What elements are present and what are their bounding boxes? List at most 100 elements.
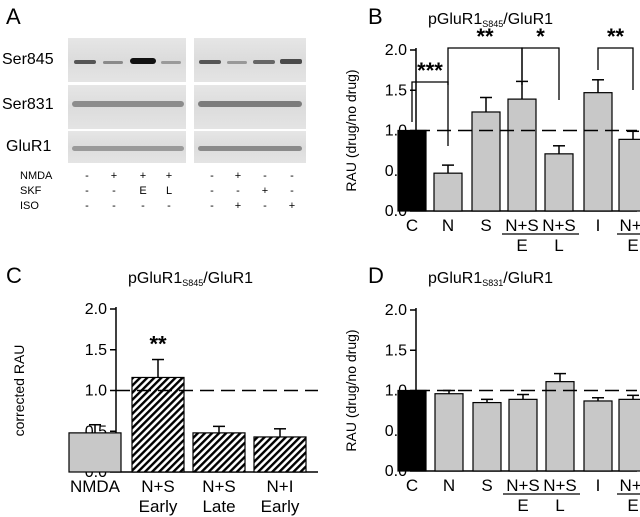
x-category-label: N+I xyxy=(620,476,640,495)
x-category-sublabel: E xyxy=(516,236,527,255)
x-category-sublabel: Late xyxy=(202,497,235,516)
condition-symbol: + xyxy=(235,200,241,212)
bar xyxy=(253,436,307,473)
bar xyxy=(471,111,501,212)
panel-a: A Ser845 Ser831 GluR1 xyxy=(2,4,306,212)
x-category-sublabel: L xyxy=(555,496,564,515)
condition-symbol: - xyxy=(141,200,145,212)
blot-row-label: GluR1 xyxy=(6,138,51,155)
y-tick-label: 2.0 xyxy=(385,302,407,319)
condition-symbol: - xyxy=(210,200,214,212)
y-axis-label: RAU (drug/no drug) xyxy=(343,329,359,451)
x-category-sublabel: E xyxy=(517,496,528,515)
y-tick-label: 1.5 xyxy=(385,342,407,359)
panel-letter: D xyxy=(368,263,384,288)
blot-row-label: Ser845 xyxy=(2,51,54,68)
x-category-label: N+I xyxy=(267,477,294,496)
y-axis-label: RAU (drug/no drug) xyxy=(343,69,359,191)
bar xyxy=(618,398,640,472)
y-tick-label: 2.0 xyxy=(385,42,407,59)
significance-label: ** xyxy=(149,332,167,357)
condition-label: SKF xyxy=(20,185,42,197)
bar xyxy=(583,400,613,472)
bar xyxy=(507,98,537,212)
condition-symbol: + xyxy=(140,170,146,182)
bar xyxy=(583,92,613,212)
x-category-label: C xyxy=(406,476,418,495)
chart-title: pGluR1S831/GluR1 xyxy=(428,270,553,288)
x-category-sublabel: E xyxy=(627,496,638,515)
condition-symbol: - xyxy=(167,200,171,212)
x-category-sublabel: L xyxy=(554,236,563,255)
x-category-label: N+S xyxy=(505,216,539,235)
y-tick-label: 2.0 xyxy=(85,301,107,318)
x-category-label: N+I xyxy=(620,216,640,235)
condition-symbol: + xyxy=(166,170,172,182)
western-blot-image xyxy=(68,38,306,163)
x-category-label: I xyxy=(596,216,601,235)
condition-symbol: - xyxy=(290,170,294,182)
condition-table: NMDA - + + + - + - - SKF - - E L - - + - ISO - - - - - + - + xyxy=(20,170,295,212)
bar xyxy=(192,432,246,473)
blot-row-label: Ser831 xyxy=(2,96,54,113)
bar xyxy=(508,398,538,472)
significance-label: ** xyxy=(607,24,625,49)
x-category-label: C xyxy=(406,216,418,235)
bar xyxy=(68,432,122,473)
x-category-label: I xyxy=(596,476,601,495)
x-category-label: N+S xyxy=(543,476,577,495)
condition-symbol: L xyxy=(166,185,172,197)
bar xyxy=(397,389,427,472)
y-tick-label: 1.5 xyxy=(385,82,407,99)
condition-symbol: E xyxy=(139,185,146,197)
x-category-label: N xyxy=(443,476,455,495)
x-category-label: S xyxy=(480,216,491,235)
condition-symbol: - xyxy=(210,170,214,182)
x-category-label: N+S xyxy=(542,216,576,235)
chart-title: pGluR1S845/GluR1 xyxy=(128,270,253,288)
bar xyxy=(434,393,464,472)
x-category-sublabel: Early xyxy=(139,497,178,516)
x-category-label: N+S xyxy=(506,476,540,495)
panel-letter: C xyxy=(6,263,22,288)
condition-symbol: - xyxy=(85,170,89,182)
significance-label: *** xyxy=(417,58,443,83)
x-category-label: N xyxy=(442,216,454,235)
bar xyxy=(433,172,463,212)
panel-c: CpGluR1S845/GluR10.00.51.01.52.0correcte… xyxy=(6,263,318,516)
condition-symbol: - xyxy=(85,185,89,197)
significance-bracket xyxy=(521,47,560,100)
significance-bracket xyxy=(447,47,523,85)
significance-bracket xyxy=(597,47,634,90)
x-category-label: S xyxy=(481,476,492,495)
y-tick-label: 1.5 xyxy=(85,342,107,359)
x-category-label: N+S xyxy=(202,477,236,496)
condition-symbol: - xyxy=(290,185,294,197)
bar xyxy=(545,381,575,472)
y-axis-label: corrected RAU xyxy=(11,345,27,437)
panel-a-letter: A xyxy=(6,4,21,29)
x-category-label: NMDA xyxy=(70,477,121,496)
y-tick-label: 1.0 xyxy=(85,383,107,400)
condition-symbol: - xyxy=(210,185,214,197)
condition-symbol: - xyxy=(85,200,89,212)
condition-symbol: + xyxy=(262,185,268,197)
condition-symbol: + xyxy=(111,170,117,182)
x-category-sublabel: E xyxy=(627,236,638,255)
bar xyxy=(544,153,574,212)
condition-label: NMDA xyxy=(20,170,53,182)
x-category-sublabel: Early xyxy=(261,497,300,516)
condition-label: ISO xyxy=(20,200,39,212)
significance-bracket xyxy=(411,81,449,146)
condition-symbol: - xyxy=(236,185,240,197)
bar xyxy=(131,376,185,473)
x-category-label: N+S xyxy=(141,477,175,496)
significance-label: ** xyxy=(476,24,494,49)
bar xyxy=(397,129,427,212)
condition-symbol: + xyxy=(235,170,241,182)
bar xyxy=(472,401,502,472)
significance-label: * xyxy=(536,24,545,49)
